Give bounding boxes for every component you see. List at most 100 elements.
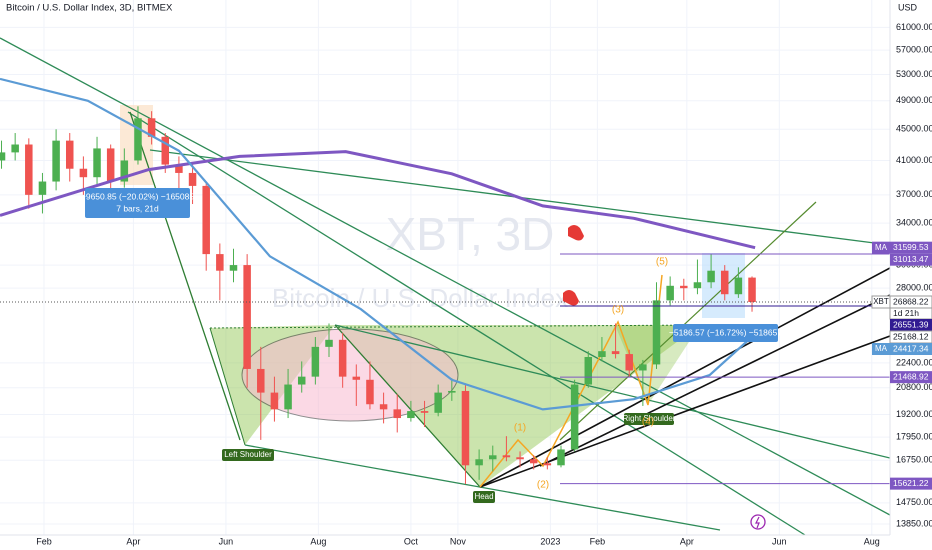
candle-body (188, 172, 197, 186)
price-label-box (890, 319, 932, 332)
wave-line (479, 274, 663, 488)
price-label: 25168.12 (893, 331, 929, 341)
candle-body (625, 354, 633, 371)
measure-box (85, 188, 190, 218)
wave-label: (3) (612, 305, 624, 316)
moving-average (0, 77, 756, 411)
candle-body (134, 118, 142, 161)
pattern-box (624, 413, 674, 425)
trend-line (127, 111, 806, 536)
candle-body (611, 351, 620, 355)
price-tag: MA (875, 243, 888, 252)
alert-icon-bolt (755, 516, 760, 529)
candle-body (598, 351, 606, 357)
x-tick-label: Aug (310, 536, 326, 546)
candle-body (52, 140, 60, 182)
x-tick-label: Feb (590, 536, 606, 546)
wave-label: (5) (656, 257, 668, 268)
wave-label: (2) (537, 480, 549, 491)
pattern-label: Head (474, 492, 493, 501)
candle-body (38, 181, 47, 195)
y-tick-label: 41000.00 (896, 155, 932, 165)
candle-body (516, 457, 524, 460)
pattern-box (222, 449, 274, 461)
candle-body (120, 160, 129, 182)
measure-label: −5186.57 (−16.72%) −518657 (669, 327, 782, 337)
x-tick-label: Feb (36, 536, 52, 546)
candle-body (461, 390, 470, 466)
measure-label: 7 bars, 21d (116, 203, 159, 213)
trend-line (0, 37, 891, 516)
candle-body (489, 455, 497, 460)
moving-average (0, 150, 756, 250)
trend-line (559, 201, 817, 441)
price-label-box (890, 477, 932, 490)
candle-body (325, 339, 333, 347)
candle-body (502, 455, 511, 458)
candle-body (297, 376, 306, 385)
price-tag-box (871, 295, 891, 309)
price-label: 26868.22 (893, 296, 929, 306)
trend-line (129, 111, 241, 441)
price-tag: MA (875, 344, 888, 353)
candle-body (543, 463, 552, 466)
candle-body (352, 376, 361, 380)
candle-body (257, 368, 265, 393)
price-label: 26551.39 (893, 319, 929, 329)
price-label-box (890, 241, 932, 254)
y-tick-label: 14750.00 (896, 497, 932, 507)
watermark: XBT, 3D (386, 208, 555, 260)
watermark-sub: Bitcoin / U.S. Dollar Index (272, 283, 568, 313)
y-tick-label: 22400.00 (896, 357, 932, 367)
x-tick-label: 2023 (540, 536, 560, 546)
candle-body (379, 404, 388, 410)
price-label-box (890, 371, 932, 384)
overlay: −9650.85 (−20.02%) −165085 7 bars, 21d −51… (0, 188, 890, 503)
trend-line (539, 294, 891, 467)
candle-body (407, 411, 415, 419)
candle-body (420, 411, 429, 413)
x-tick-label: Jun (772, 536, 787, 546)
alert-icon[interactable] (750, 514, 766, 530)
candle-body (270, 392, 279, 410)
candle-body (475, 459, 483, 466)
y-tick-label: 19200.00 (896, 409, 932, 419)
y-tick-label: 49000.00 (896, 95, 932, 105)
candle-body (652, 300, 661, 365)
x-tick-label: Oct (404, 536, 419, 546)
candle-body (65, 140, 74, 169)
y-tick-label: 28000.00 (896, 283, 932, 293)
candle-body (434, 392, 442, 413)
candle-body (93, 148, 101, 178)
candle-body (557, 449, 565, 466)
plot (0, 77, 756, 485)
y-tick-label: 37000.00 (896, 189, 932, 199)
candle-body (311, 346, 320, 377)
neckline (209, 324, 711, 329)
pattern-label: Right Shoulder (623, 414, 676, 423)
candle-body (639, 364, 647, 371)
y-tick-label: 45000.00 (896, 124, 932, 134)
candle-body (229, 265, 238, 271)
candle-body (25, 144, 33, 195)
measure-box (673, 324, 778, 342)
price-axis-bg (890, 0, 932, 550)
x-tick-label: Apr (126, 536, 140, 546)
axes: 61000.00 57000.00 53000.00 49000.00 45000.00… (36, 22, 932, 546)
candle-body (216, 254, 224, 271)
price-label: 31013.47 (893, 254, 929, 264)
price-tag-box (872, 241, 890, 254)
wave-label: (4) (642, 417, 654, 428)
candle-body (284, 384, 292, 410)
price-label: 21468.92 (893, 371, 929, 381)
x-tick-label: Aug (864, 536, 880, 546)
y-tick-label: 17950.00 (896, 431, 932, 441)
candle-body (584, 356, 593, 385)
candle-body (366, 379, 374, 405)
candle-body (570, 384, 579, 450)
pattern-box (473, 491, 495, 503)
pattern-label: Left Shoulder (224, 450, 272, 459)
candle-body (79, 168, 88, 178)
y-tick-label: 34000.00 (896, 218, 932, 228)
